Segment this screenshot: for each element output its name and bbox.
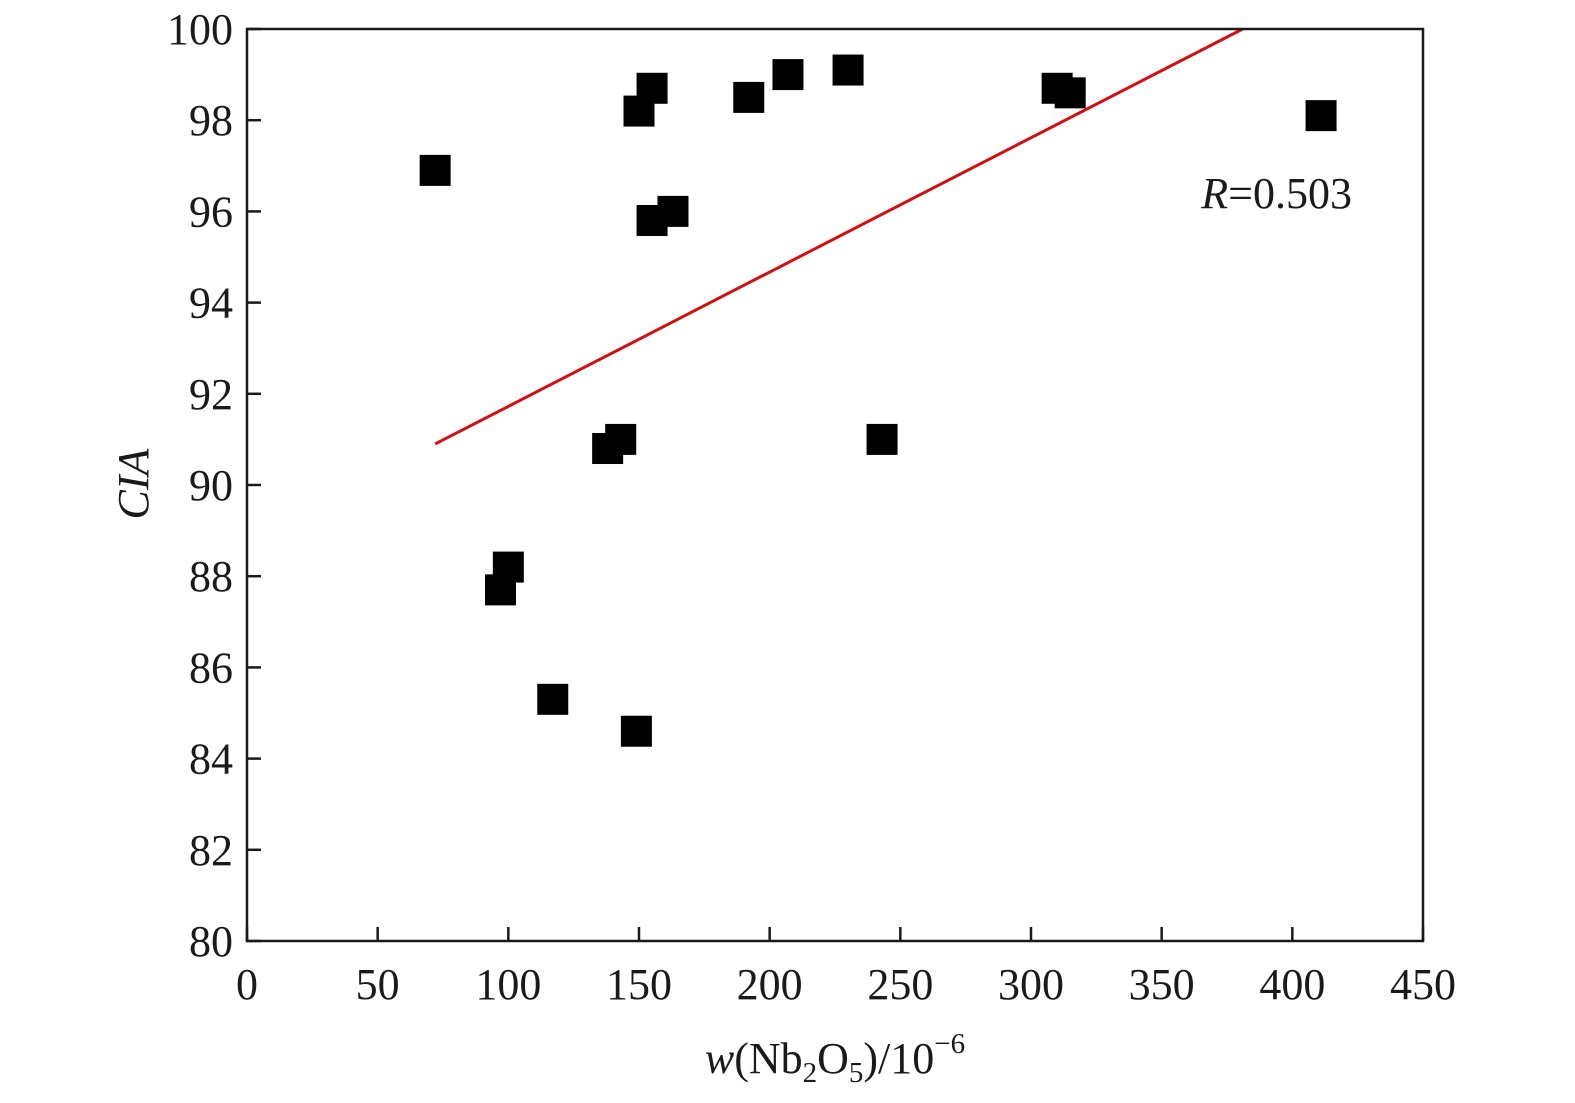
data-point [832,54,864,86]
y-tick-label: 94 [189,279,233,328]
data-point [1305,100,1337,132]
x-tick-label: 50 [356,960,400,1009]
data-point [866,423,898,455]
x-axis-title-sub1: 2 [803,1057,818,1089]
x-tick-label: 300 [998,960,1064,1009]
x-tick-label: 100 [475,960,541,1009]
data-point [1054,77,1086,109]
x-axis-title: w(Nb2O5)/10−6 [705,1028,965,1089]
y-tick-label: 100 [167,5,233,54]
plot-area [245,27,1425,943]
x-axis-title-mid: O [817,1034,849,1083]
correlation-annotation: R=0.503 [1200,169,1352,218]
x-tick-label: 250 [867,960,933,1009]
data-point [537,683,569,715]
x-tick-label: 400 [1259,960,1325,1009]
y-tick-label: 88 [189,552,233,601]
x-axis-title-open: (Nb [734,1034,802,1083]
x-tick-label: 200 [737,960,803,1009]
x-axis-title-sub2: 5 [849,1057,864,1089]
fit-line-layer [434,27,1244,446]
y-tick-label: 96 [189,187,233,236]
y-tick-label: 82 [189,826,233,875]
data-point [620,715,652,747]
y-tick-label: 80 [189,917,233,966]
data-point [657,195,689,227]
y-tick-label: 98 [189,96,233,145]
x-tick-label: 0 [236,960,258,1009]
data-point [492,551,524,583]
y-axis-title: CIA [109,447,158,519]
y-tick-label: 84 [189,735,233,784]
x-tick-label: 350 [1129,960,1195,1009]
x-axis-title-close: )/10 [863,1034,934,1083]
data-point [605,423,637,455]
y-tick-label: 92 [189,370,233,419]
data-point [419,154,451,186]
y-axis-ticks: 80 82 84 86 88 90 92 94 96 98 100 [167,5,261,966]
y-tick-label: 90 [189,461,233,510]
data-point [772,59,804,91]
x-axis-title-var: w [705,1034,735,1083]
data-point [636,72,668,104]
correlation-var: R [1200,169,1228,218]
x-axis-title-sup: −6 [934,1028,965,1060]
y-tick-label: 86 [189,643,233,692]
x-tick-label: 450 [1390,960,1456,1009]
x-axis-ticks: 0 50 100 150 200 250 300 350 400 450 [236,927,1456,1009]
x-tick-label: 150 [606,960,672,1009]
regression-line [434,27,1244,446]
data-points [419,54,1337,747]
correlation-value: =0.503 [1228,169,1352,218]
data-point [733,81,765,113]
